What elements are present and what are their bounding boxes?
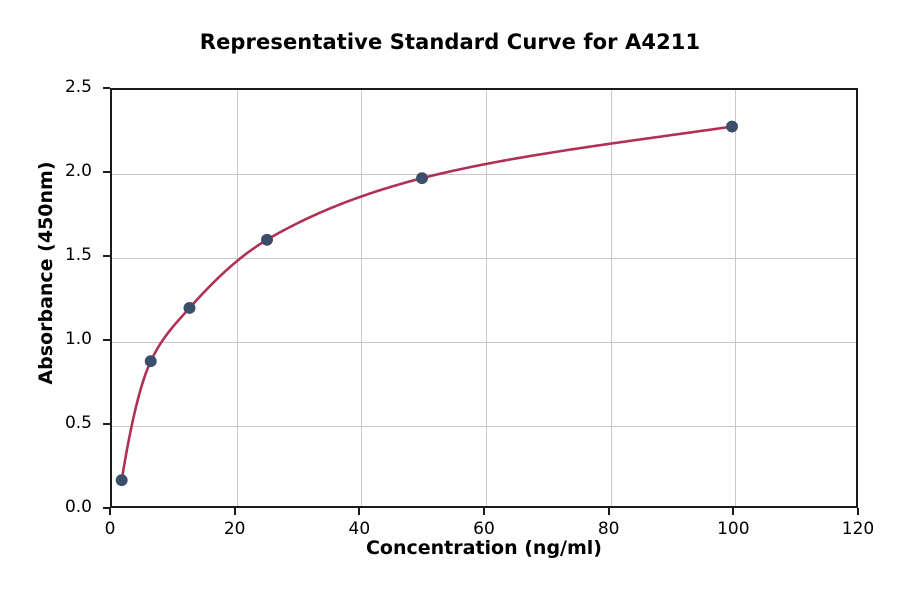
y-tick-mark <box>103 171 110 173</box>
data-point <box>416 172 428 185</box>
gridline-vertical <box>361 90 363 506</box>
gridline-horizontal <box>112 426 856 427</box>
x-tick-mark <box>607 508 610 515</box>
y-tick-label: 1.5 <box>64 245 92 265</box>
standard-curve-plot <box>115 120 738 487</box>
gridline-horizontal <box>112 342 856 343</box>
x-tick-label: 0 <box>104 519 116 539</box>
gridline-vertical <box>236 90 238 506</box>
data-point <box>183 302 196 314</box>
y-tick-label: 1.0 <box>64 329 92 349</box>
data-point-markers <box>115 120 738 487</box>
data-point <box>261 233 273 246</box>
x-tick-mark <box>857 508 859 515</box>
y-tick-mark <box>103 87 110 89</box>
gridline-horizontal <box>112 174 856 175</box>
gridline-vertical <box>735 90 737 506</box>
x-tick-label: 20 <box>223 519 246 539</box>
x-tick-label: 120 <box>841 519 875 539</box>
chart-title: Representative Standard Curve for A4211 <box>199 30 701 54</box>
y-tick-label: 2.5 <box>64 77 92 97</box>
x-axis-label: Concentration (ng/ml) <box>365 537 602 559</box>
y-tick-label: 2.0 <box>64 161 92 181</box>
x-tick-mark <box>233 508 236 515</box>
x-tick-label: 80 <box>597 519 620 539</box>
x-tick-label: 40 <box>348 519 371 539</box>
y-axis-label: Absorbance (450nm) <box>35 161 57 385</box>
plot-area <box>110 88 858 508</box>
y-tick-mark <box>103 339 110 341</box>
gridline-horizontal <box>112 258 856 259</box>
gridline-vertical <box>486 90 487 506</box>
x-tick-mark <box>358 508 361 515</box>
y-tick-label: 0.5 <box>64 413 92 433</box>
x-tick-label: 100 <box>717 519 750 539</box>
data-point <box>726 120 738 133</box>
data-point <box>144 355 157 368</box>
y-tick-mark <box>103 255 110 257</box>
data-point <box>115 474 128 487</box>
y-tick-mark <box>103 423 110 425</box>
y-tick-mark <box>103 507 110 509</box>
x-tick-mark <box>732 508 735 515</box>
gridline-vertical <box>610 90 612 506</box>
x-tick-label: 60 <box>473 519 495 539</box>
x-tick-mark <box>109 508 111 515</box>
x-tick-mark <box>483 508 485 515</box>
y-tick-label: 0.0 <box>64 497 92 517</box>
